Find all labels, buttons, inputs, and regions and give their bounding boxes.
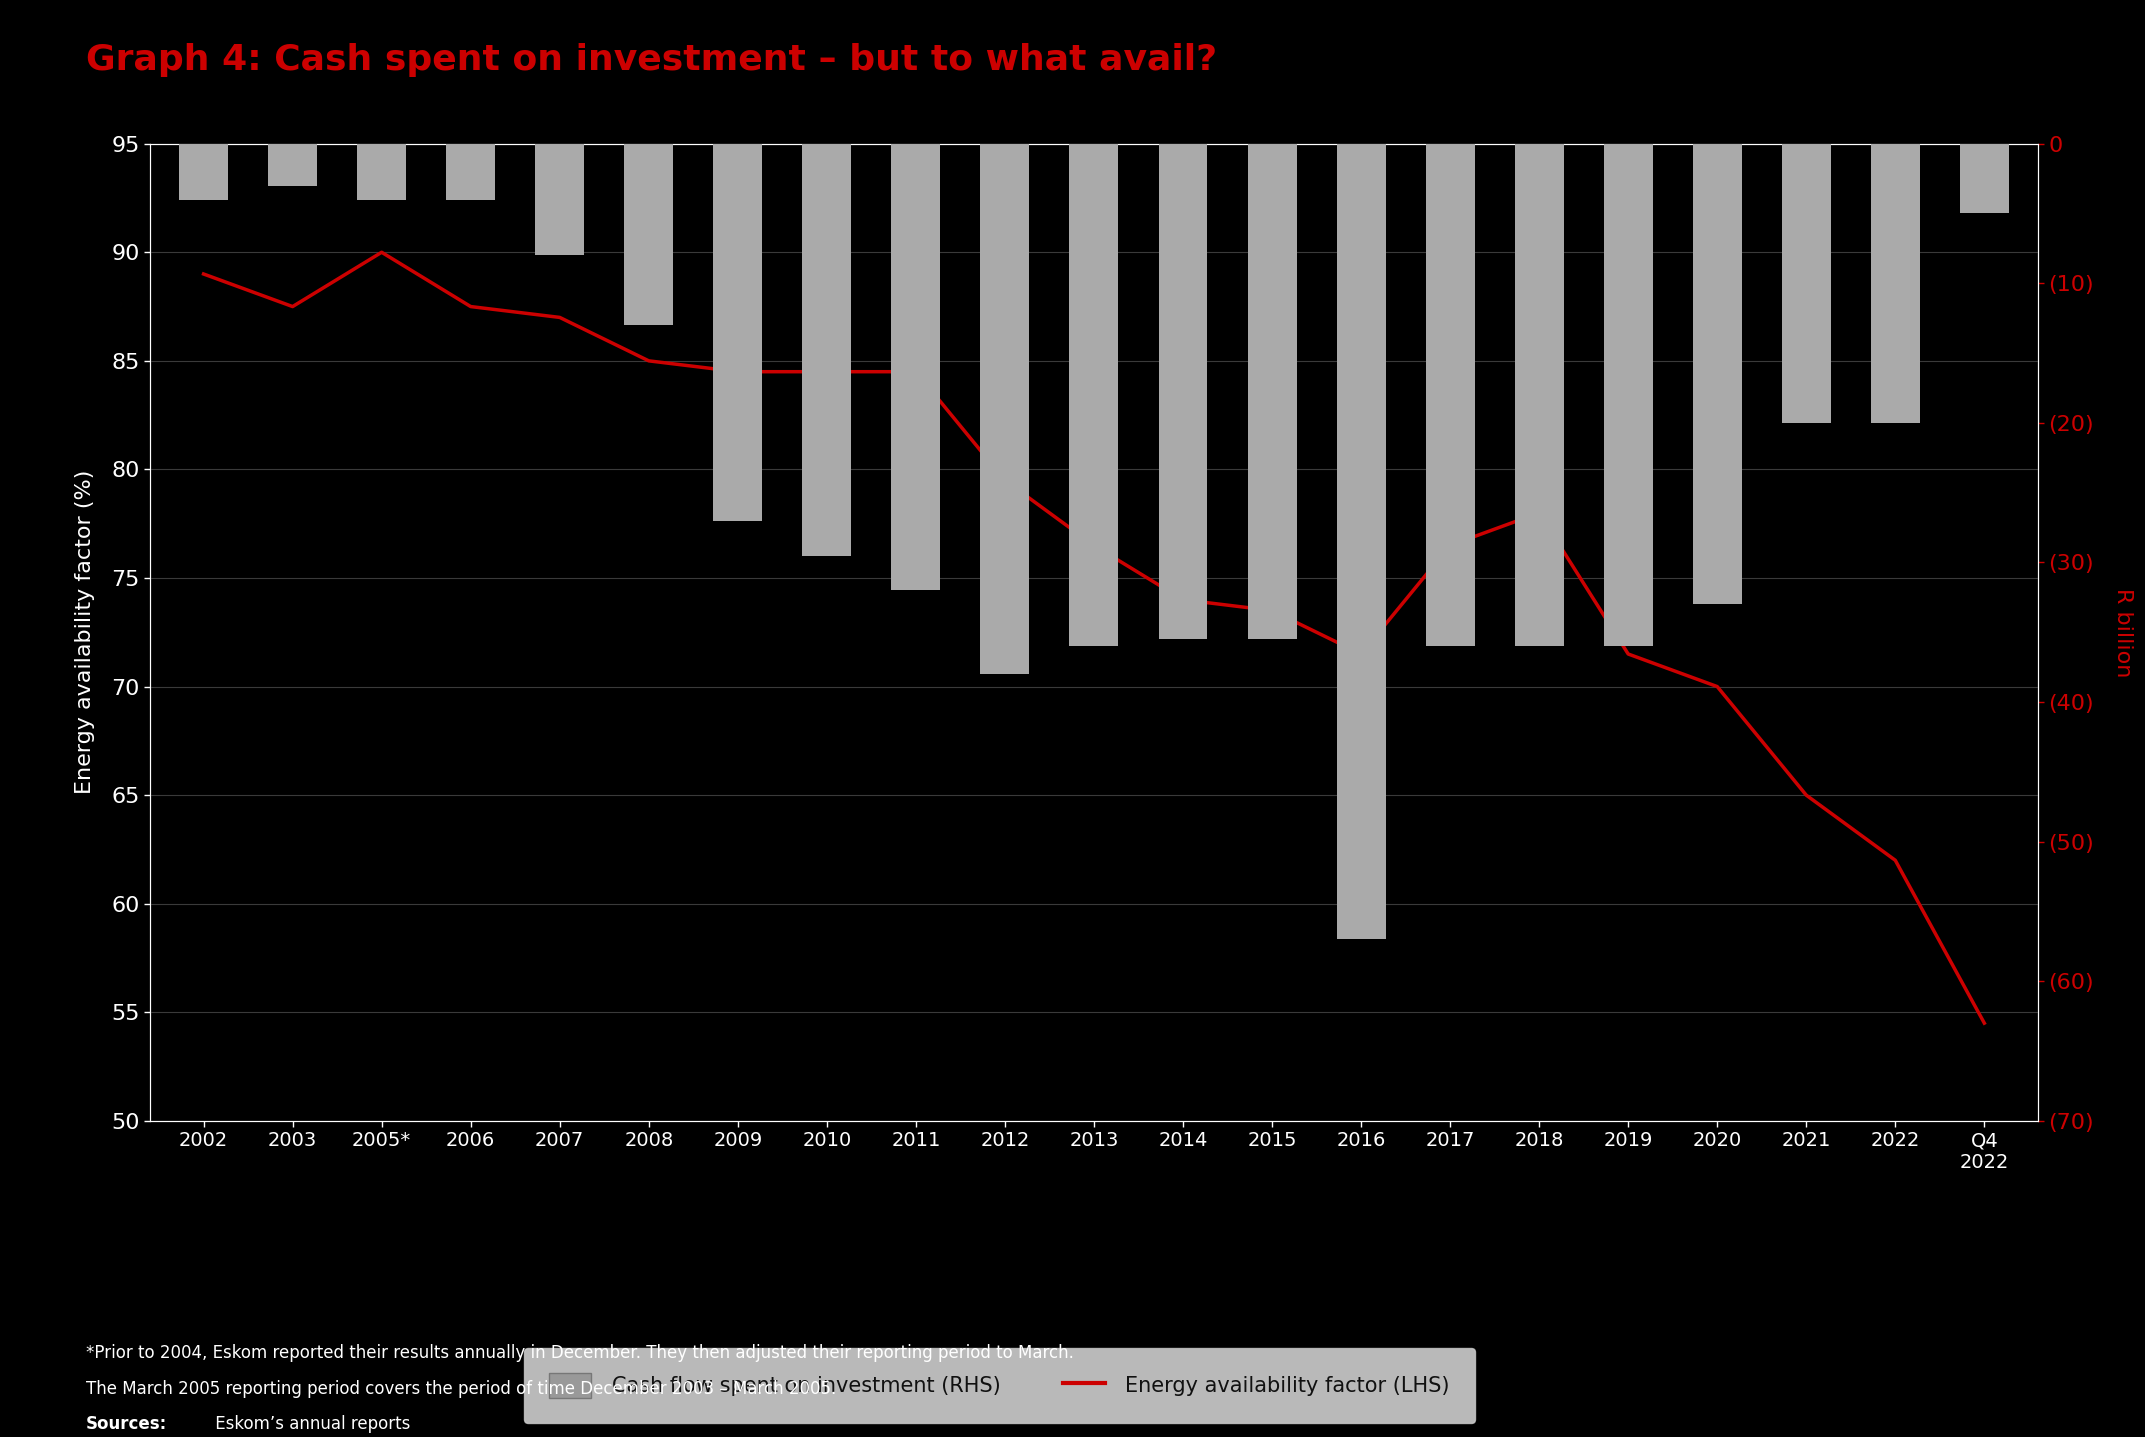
Text: Graph 4: Cash spent on investment – but to what avail?: Graph 4: Cash spent on investment – but …: [86, 43, 1216, 78]
Y-axis label: R billion: R billion: [2113, 588, 2134, 677]
Bar: [624, 144, 674, 325]
Bar: [1336, 144, 1386, 940]
Bar: [714, 144, 761, 520]
Bar: [536, 144, 583, 256]
Text: The March 2005 reporting period covers the period of time December 2003 – March : The March 2005 reporting period covers t…: [86, 1380, 837, 1398]
Bar: [892, 144, 940, 591]
Bar: [1248, 144, 1296, 639]
Bar: [1782, 144, 1830, 422]
Text: Sources:: Sources:: [86, 1415, 167, 1434]
Bar: [1604, 144, 1652, 647]
Bar: [1070, 144, 1118, 647]
Bar: [1692, 144, 1742, 605]
Bar: [178, 144, 227, 200]
Text: *Prior to 2004, Eskom reported their results annually in December. They then adj: *Prior to 2004, Eskom reported their res…: [86, 1344, 1075, 1362]
Bar: [446, 144, 495, 200]
Y-axis label: Energy availability factor (%): Energy availability factor (%): [75, 470, 94, 795]
Bar: [1870, 144, 1920, 422]
Bar: [1426, 144, 1474, 647]
Bar: [358, 144, 405, 200]
Bar: [268, 144, 317, 185]
Bar: [802, 144, 852, 556]
Legend: Cash flow spent on investment (RHS), Energy availability factor (LHS): Cash flow spent on investment (RHS), Ene…: [523, 1348, 1476, 1423]
Bar: [1961, 144, 2010, 214]
Bar: [980, 144, 1030, 674]
Text: Eskom’s annual reports: Eskom’s annual reports: [210, 1415, 410, 1434]
Bar: [1514, 144, 1564, 647]
Bar: [1158, 144, 1208, 639]
